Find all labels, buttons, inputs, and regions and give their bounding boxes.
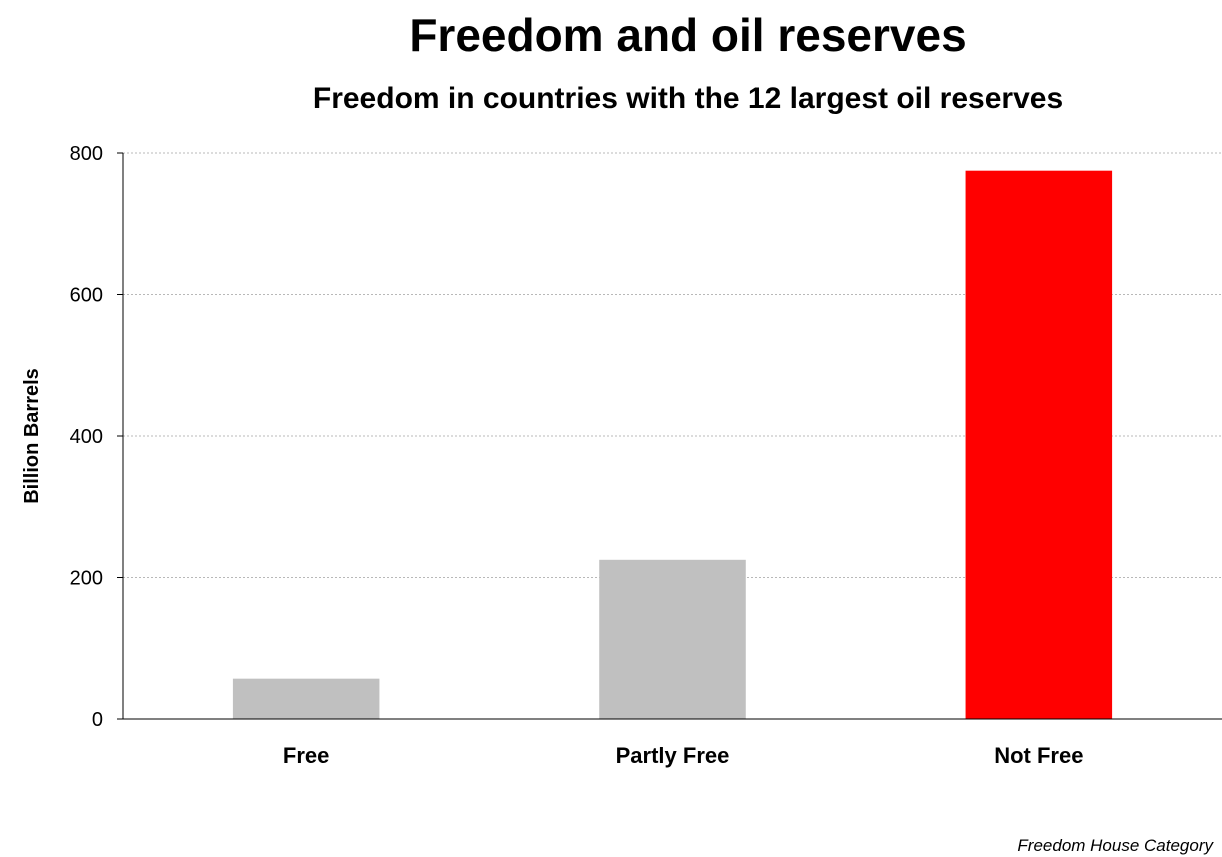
- y-tick-label: 200: [70, 568, 103, 590]
- y-tick-label: 400: [70, 426, 103, 448]
- y-tick-label: 800: [70, 143, 103, 165]
- x-tick-labels: Free Partly Free Not Free: [283, 743, 1084, 768]
- bar: [232, 678, 380, 719]
- y-axis-label: Billion Barrels: [21, 368, 43, 504]
- chart-title: Freedom and oil reserves: [409, 9, 966, 61]
- bar: [599, 559, 746, 719]
- y-tick-label: 0: [92, 709, 103, 731]
- axes: [117, 152, 1222, 720]
- bars: [232, 170, 1113, 719]
- chart-subtitle: Freedom in countries with the 12 largest…: [313, 82, 1063, 115]
- x-tick-label: Partly Free: [616, 743, 730, 768]
- y-tick-labels: 0 200 400 600 800: [70, 143, 103, 731]
- x-tick-label: Free: [283, 743, 329, 768]
- x-axis-label: Freedom House Category: [1017, 836, 1214, 855]
- y-tick-label: 600: [70, 285, 103, 307]
- bar: [965, 170, 1113, 719]
- x-tick-label: Not Free: [994, 743, 1083, 768]
